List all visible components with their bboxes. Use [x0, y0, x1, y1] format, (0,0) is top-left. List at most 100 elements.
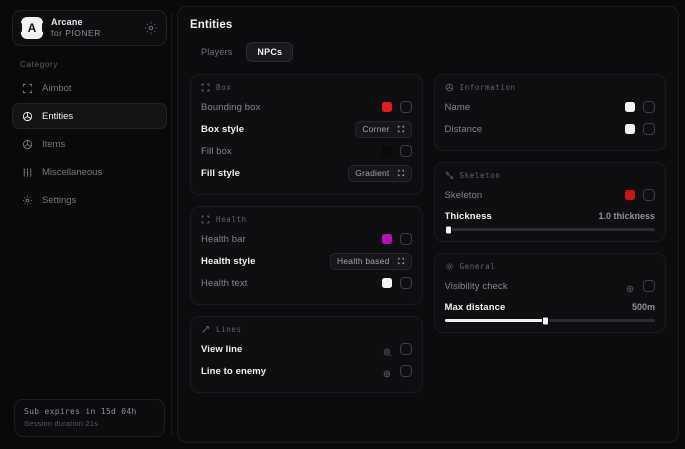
- color-swatch[interactable]: [381, 278, 392, 288]
- color-swatch[interactable]: [625, 102, 635, 112]
- sidebar-item-label: Aimbot: [42, 82, 72, 94]
- toggle-checkbox[interactable]: [399, 365, 412, 377]
- brand-card[interactable]: A Arcane for PIONER: [12, 10, 167, 46]
- row-health-text: Health text: [201, 272, 412, 294]
- line-diagonal-icon: [201, 325, 210, 334]
- card-health-header: Health: [201, 215, 412, 224]
- tab-npcs[interactable]: NPCs: [246, 42, 294, 62]
- slider-fill: [444, 319, 546, 322]
- brand-text: Arcane for PIONER: [51, 17, 136, 38]
- box-3d-icon: [22, 139, 33, 150]
- dropdown-value: Health based: [337, 256, 390, 266]
- toggle-checkbox[interactable]: [399, 101, 412, 113]
- category-label: Category: [20, 60, 59, 69]
- card-title: General: [459, 262, 496, 271]
- expand-icon: [397, 257, 405, 265]
- subscription-expiry: Sub expires in 15d 04h: [24, 407, 137, 416]
- sidebar-item-miscellaneous[interactable]: Miscellaneous: [12, 159, 167, 185]
- sidebar-spacer: [8, 213, 171, 399]
- slider-value: 1.0 thickness: [598, 211, 655, 221]
- gear-icon[interactable]: [144, 21, 158, 35]
- eye-check-icon[interactable]: [625, 281, 635, 293]
- row-label: Fill box: [201, 145, 232, 157]
- card-information: Information Name Distance: [433, 74, 666, 151]
- sidebar-item-items[interactable]: Items: [12, 131, 167, 157]
- row-label: Name: [444, 101, 471, 113]
- row-label: Skeleton: [444, 189, 483, 201]
- sidebar-item-aimbot[interactable]: Aimbot: [12, 75, 167, 101]
- toggle-checkbox[interactable]: [643, 123, 655, 135]
- sidebar-item-settings[interactable]: Settings: [12, 187, 167, 213]
- card-lines-header: Lines: [201, 325, 412, 334]
- card-title: Lines: [216, 325, 242, 334]
- row-label: Health bar: [201, 233, 246, 245]
- row-name: Name: [444, 96, 655, 118]
- row-label: Fill style: [201, 167, 241, 179]
- row-visibility-check: Visibility check: [445, 275, 655, 297]
- app-logo: A: [20, 17, 44, 39]
- sliders-icon: [22, 167, 33, 178]
- color-swatch[interactable]: [381, 102, 392, 112]
- row-fill-style: Fill style Gradient: [201, 162, 412, 184]
- color-swatch[interactable]: [381, 146, 392, 156]
- bounding-box-icon: [201, 215, 210, 224]
- max-distance-slider[interactable]: [444, 316, 655, 325]
- color-swatch[interactable]: [625, 124, 635, 134]
- toggle-checkbox[interactable]: [399, 145, 412, 157]
- card-title: Health: [216, 215, 247, 224]
- dropdown-fill-style[interactable]: Gradient: [348, 164, 412, 182]
- card-information-header: Information: [445, 83, 656, 92]
- bone-icon: [445, 171, 454, 180]
- row-distance: Distance: [444, 118, 655, 140]
- thickness-slider[interactable]: [444, 225, 655, 234]
- settings-columns: Box Bounding box Box style Corner: [190, 74, 666, 393]
- toggle-checkbox[interactable]: [399, 233, 412, 245]
- tab-bar: Players NPCs: [190, 42, 666, 62]
- row-health-bar: Health bar: [201, 228, 412, 250]
- row-fill-box: Fill box: [201, 140, 412, 162]
- target-icon[interactable]: [382, 366, 392, 378]
- row-label: Line to enemy: [201, 365, 267, 377]
- tab-players[interactable]: Players: [201, 47, 233, 57]
- dropdown-health-style[interactable]: Health based: [330, 252, 412, 270]
- toggle-checkbox[interactable]: [399, 277, 412, 289]
- slider-thumb[interactable]: [542, 316, 550, 325]
- toggle-checkbox[interactable]: [399, 343, 412, 355]
- row-thickness: Thickness 1.0 thickness: [445, 206, 656, 226]
- row-skeleton: Skeleton: [444, 184, 655, 206]
- dropdown-value: Corner: [362, 124, 390, 134]
- toggle-checkbox[interactable]: [643, 280, 655, 292]
- expand-icon: [397, 125, 405, 133]
- page-title: Entities: [190, 19, 233, 31]
- row-label: Health text: [201, 277, 248, 289]
- card-general: General Visibility check: [433, 253, 666, 333]
- gear-icon: [22, 195, 33, 206]
- card-health: Health Health bar Health style Health ba…: [190, 206, 423, 305]
- bounding-box-icon: [201, 83, 210, 92]
- dropdown-box-style[interactable]: Corner: [355, 120, 412, 138]
- brand-name: Arcane: [51, 17, 83, 28]
- entities-icon: [445, 83, 454, 92]
- color-swatch[interactable]: [381, 234, 392, 244]
- color-swatch[interactable]: [625, 190, 635, 200]
- crosshair-icon: [22, 83, 33, 94]
- row-health-style: Health style Health based: [201, 250, 412, 272]
- row-label: Health style: [201, 255, 256, 267]
- slider-thumb[interactable]: [445, 225, 453, 234]
- sidebar-item-label: Settings: [42, 194, 77, 206]
- card-title: Box: [216, 83, 232, 92]
- toggle-checkbox[interactable]: [643, 101, 655, 113]
- row-bounding-box: Bounding box: [201, 96, 412, 118]
- entities-icon: [22, 111, 33, 122]
- card-box: Box Bounding box Box style Corner: [190, 74, 423, 195]
- sidebar-item-label: Items: [42, 138, 66, 150]
- toggle-checkbox[interactable]: [643, 189, 655, 201]
- dropdown-value: Gradient: [355, 168, 390, 178]
- sidebar-divider: [171, 12, 172, 437]
- card-title: Skeleton: [459, 171, 501, 180]
- row-line-to-enemy: Line to enemy: [201, 360, 412, 382]
- row-max-distance: Max distance 500m: [445, 297, 656, 317]
- sidebar-item-entities[interactable]: Entities: [12, 103, 167, 129]
- row-label: Distance: [444, 123, 483, 135]
- eye-target-icon[interactable]: [382, 344, 392, 357]
